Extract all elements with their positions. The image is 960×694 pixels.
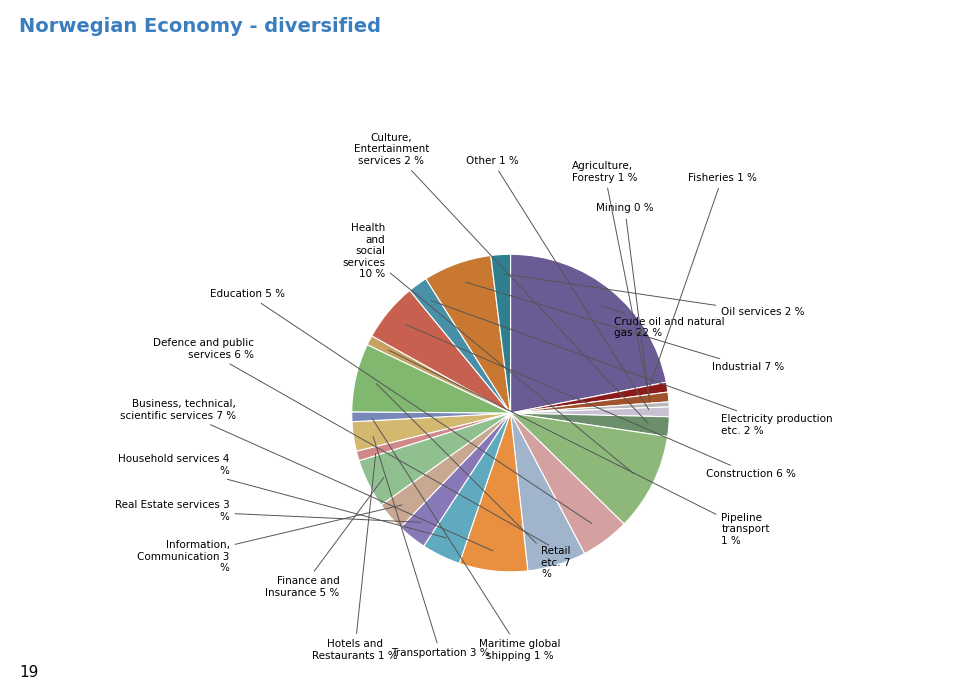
Text: Mining 0 %: Mining 0 %	[596, 203, 654, 403]
Text: Fisheries 1 %: Fisheries 1 %	[649, 173, 756, 388]
Wedge shape	[511, 254, 666, 413]
Text: GDP by Industry, 2013: GDP by Industry, 2013	[367, 49, 593, 66]
Text: Agriculture,
Forestry 1 %: Agriculture, Forestry 1 %	[571, 161, 649, 396]
Text: Household services 4
%: Household services 4 %	[118, 454, 446, 538]
Wedge shape	[491, 254, 511, 413]
Text: Education 5 %: Education 5 %	[209, 289, 591, 523]
Wedge shape	[423, 413, 511, 564]
Wedge shape	[400, 413, 511, 546]
Wedge shape	[410, 279, 511, 413]
Text: Construction 6 %: Construction 6 %	[406, 325, 796, 479]
Wedge shape	[511, 382, 668, 413]
Wedge shape	[372, 290, 511, 413]
Text: Oil services 2 %: Oil services 2 %	[505, 274, 804, 317]
Wedge shape	[426, 255, 511, 413]
Text: Industrial 7 %: Industrial 7 %	[467, 282, 784, 372]
Wedge shape	[459, 413, 528, 572]
Text: Retail
etc. 7
%: Retail etc. 7 %	[376, 384, 570, 579]
Text: Crude oil and natural
gas 22 %: Crude oil and natural gas 22 %	[602, 306, 725, 339]
Text: Hotels and
Restaurants 1 %: Hotels and Restaurants 1 %	[312, 454, 397, 661]
Wedge shape	[368, 336, 511, 413]
Wedge shape	[356, 413, 511, 461]
Text: Maritime global
shipping 1 %: Maritime global shipping 1 %	[372, 418, 561, 661]
Wedge shape	[351, 345, 511, 413]
Text: Electricity production
etc. 2 %: Electricity production etc. 2 %	[431, 301, 833, 436]
Text: Pipeline
transport
1 %: Pipeline transport 1 %	[389, 350, 770, 545]
Text: Information,
Communication 3
%: Information, Communication 3 %	[137, 505, 402, 573]
Wedge shape	[511, 407, 669, 417]
Wedge shape	[511, 413, 669, 437]
Wedge shape	[511, 413, 585, 571]
Text: Health
and
social
services
10 %: Health and social services 10 %	[343, 223, 634, 473]
Wedge shape	[511, 392, 669, 413]
Text: Business, technical,
scientific services 7 %: Business, technical, scientific services…	[120, 399, 492, 551]
Wedge shape	[511, 413, 667, 524]
Wedge shape	[381, 413, 511, 527]
Wedge shape	[351, 412, 511, 422]
Text: Other 1 %: Other 1 %	[466, 155, 649, 409]
Wedge shape	[511, 413, 624, 554]
Text: Real Estate services 3
%: Real Estate services 3 %	[115, 500, 420, 523]
Wedge shape	[511, 402, 669, 413]
Text: Defence and public
services 6 %: Defence and public services 6 %	[153, 338, 549, 545]
Text: Transportation 3 %: Transportation 3 %	[373, 437, 490, 658]
Text: Culture,
Entertainment
services 2 %: Culture, Entertainment services 2 %	[353, 133, 648, 423]
Text: 19: 19	[19, 665, 38, 680]
Text: Norwegian Economy - diversified: Norwegian Economy - diversified	[19, 17, 381, 36]
Text: Finance and
Insurance 5 %: Finance and Insurance 5 %	[265, 477, 384, 598]
Wedge shape	[359, 413, 511, 505]
Wedge shape	[352, 413, 511, 451]
